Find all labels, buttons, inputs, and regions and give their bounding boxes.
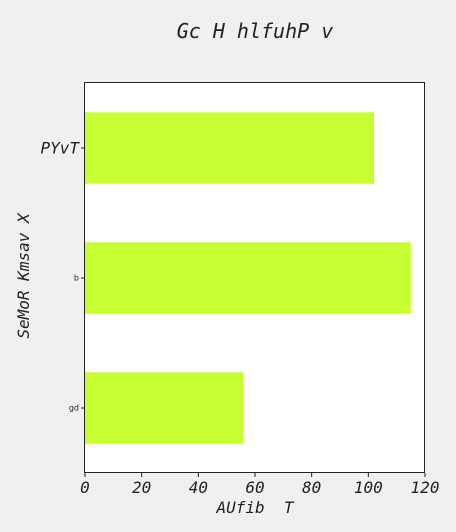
bars-group <box>85 112 411 444</box>
bar-gd <box>85 372 244 444</box>
chart-title: Gc H hlfuhP v <box>177 19 334 43</box>
y-tick-labels: PYvT b gd <box>40 139 85 413</box>
x-tick-label-100: 100 <box>354 478 383 497</box>
y-tick-label-PYvT: PYvT <box>40 139 80 158</box>
y-axis-label: SeMoR Kmsav X <box>14 212 33 339</box>
y-tick-label-gd: gd <box>69 404 79 413</box>
x-tick-label-0: 0 <box>80 478 90 497</box>
x-tick-label-120: 120 <box>411 478 440 497</box>
x-ticks-group: 0 20 40 60 80 100 120 <box>80 473 439 497</box>
x-tick-label-20: 20 <box>132 478 151 497</box>
x-axis-label: AUfib T <box>215 498 294 517</box>
bar-b <box>85 242 411 314</box>
bar-PYvT <box>85 112 374 184</box>
x-tick-label-60: 60 <box>245 478 264 497</box>
x-tick-label-40: 40 <box>189 478 208 497</box>
y-tick-label-b: b <box>74 274 79 283</box>
x-tick-label-80: 80 <box>302 478 321 497</box>
